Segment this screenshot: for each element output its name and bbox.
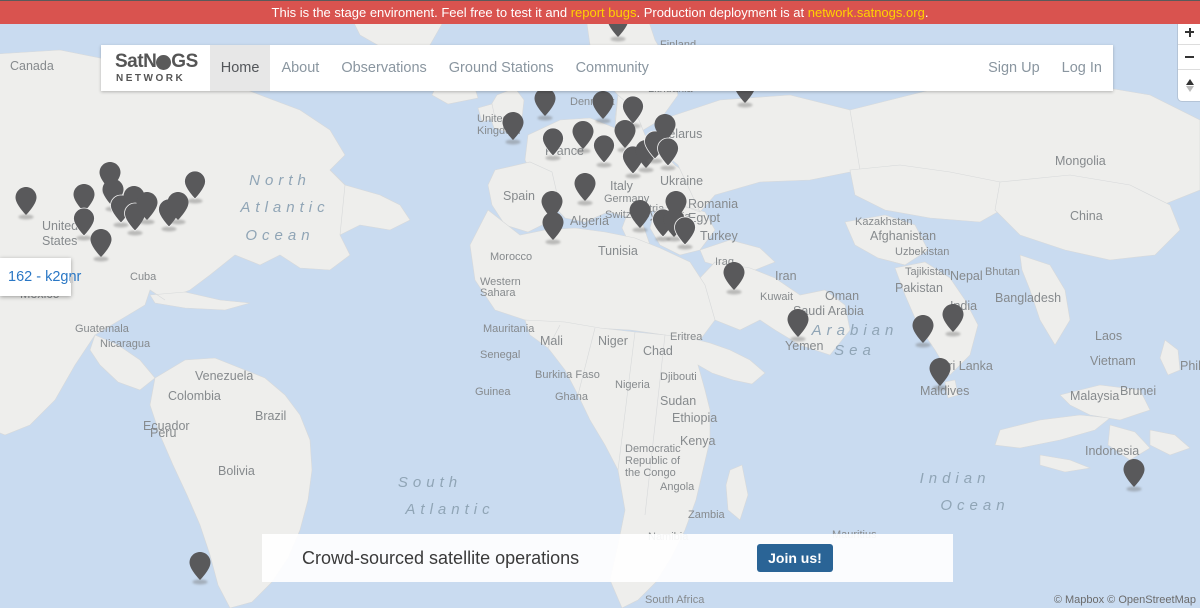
svg-text:Ethiopia: Ethiopia xyxy=(672,411,717,425)
svg-text:North: North xyxy=(249,172,311,189)
svg-text:Guatemala: Guatemala xyxy=(75,323,130,335)
svg-text:Tunisia: Tunisia xyxy=(598,244,638,258)
svg-text:Bolivia: Bolivia xyxy=(218,464,255,478)
svg-text:Niger: Niger xyxy=(598,334,628,348)
svg-text:China: China xyxy=(1070,209,1103,223)
svg-text:Djibouti: Djibouti xyxy=(660,371,697,383)
svg-text:Chad: Chad xyxy=(643,344,673,358)
svg-text:Arabian: Arabian xyxy=(811,322,899,339)
svg-text:Afghanistan: Afghanistan xyxy=(870,229,936,243)
svg-text:States: States xyxy=(42,234,77,248)
svg-text:Brazil: Brazil xyxy=(255,409,286,423)
svg-text:Romania: Romania xyxy=(688,197,738,211)
svg-text:South: South xyxy=(398,474,462,491)
svg-text:Indian: Indian xyxy=(920,470,991,487)
svg-text:Mauritania: Mauritania xyxy=(483,323,535,335)
svg-text:Oman: Oman xyxy=(825,289,859,303)
svg-text:Atlantic: Atlantic xyxy=(404,501,494,518)
svg-text:South Africa: South Africa xyxy=(645,594,705,606)
svg-text:Senegal: Senegal xyxy=(480,349,520,361)
svg-text:Ukraine: Ukraine xyxy=(660,174,703,188)
svg-text:Uzbekistan: Uzbekistan xyxy=(895,246,949,258)
svg-text:Mongolia: Mongolia xyxy=(1055,154,1106,168)
svg-text:Eritrea: Eritrea xyxy=(670,331,703,343)
svg-text:Atlantic: Atlantic xyxy=(239,199,329,216)
svg-text:Kenya: Kenya xyxy=(680,434,715,448)
svg-text:Bangladesh: Bangladesh xyxy=(995,291,1061,305)
svg-text:Ocean: Ocean xyxy=(940,497,1009,514)
svg-text:Democratic: Democratic xyxy=(625,443,681,455)
svg-text:Mali: Mali xyxy=(540,334,563,348)
svg-text:Colombia: Colombia xyxy=(168,389,221,403)
svg-text:Guinea: Guinea xyxy=(475,386,511,398)
svg-text:Pakistan: Pakistan xyxy=(895,281,943,295)
svg-text:Morocco: Morocco xyxy=(490,251,532,263)
svg-text:Bhutan: Bhutan xyxy=(985,266,1020,278)
svg-text:Sudan: Sudan xyxy=(660,394,696,408)
svg-text:Turkey: Turkey xyxy=(700,229,738,243)
svg-text:Burkina Faso: Burkina Faso xyxy=(535,369,600,381)
svg-text:Venezuela: Venezuela xyxy=(195,369,253,383)
svg-text:Ocean: Ocean xyxy=(245,227,314,244)
svg-text:Indonesia: Indonesia xyxy=(1085,444,1139,458)
svg-text:Tajikistan: Tajikistan xyxy=(905,266,950,278)
svg-text:Peru: Peru xyxy=(150,426,176,440)
svg-text:Italy: Italy xyxy=(610,179,634,193)
svg-text:Philippines: Philippines xyxy=(1180,359,1200,373)
svg-text:Zambia: Zambia xyxy=(688,509,726,521)
svg-text:Malaysia: Malaysia xyxy=(1070,389,1119,403)
svg-text:Nicaragua: Nicaragua xyxy=(100,338,151,350)
svg-text:Nepal: Nepal xyxy=(950,269,983,283)
svg-text:Cuba: Cuba xyxy=(130,271,157,283)
svg-text:the Congo: the Congo xyxy=(625,467,676,479)
svg-text:Kazakhstan: Kazakhstan xyxy=(855,216,912,228)
svg-text:Algeria: Algeria xyxy=(570,214,609,228)
svg-text:Kuwait: Kuwait xyxy=(760,291,793,303)
svg-text:Sahara: Sahara xyxy=(480,287,516,299)
svg-text:Laos: Laos xyxy=(1095,329,1122,343)
svg-text:Nigeria: Nigeria xyxy=(615,379,651,391)
svg-text:Sea: Sea xyxy=(834,342,876,359)
svg-text:Angola: Angola xyxy=(660,481,695,493)
svg-text:Brunei: Brunei xyxy=(1120,384,1156,398)
svg-text:Vietnam: Vietnam xyxy=(1090,354,1136,368)
svg-text:Republic of: Republic of xyxy=(625,455,681,467)
svg-text:Iran: Iran xyxy=(775,269,797,283)
svg-text:Canada: Canada xyxy=(10,59,54,73)
svg-text:Spain: Spain xyxy=(503,189,535,203)
svg-text:Ghana: Ghana xyxy=(555,391,589,403)
